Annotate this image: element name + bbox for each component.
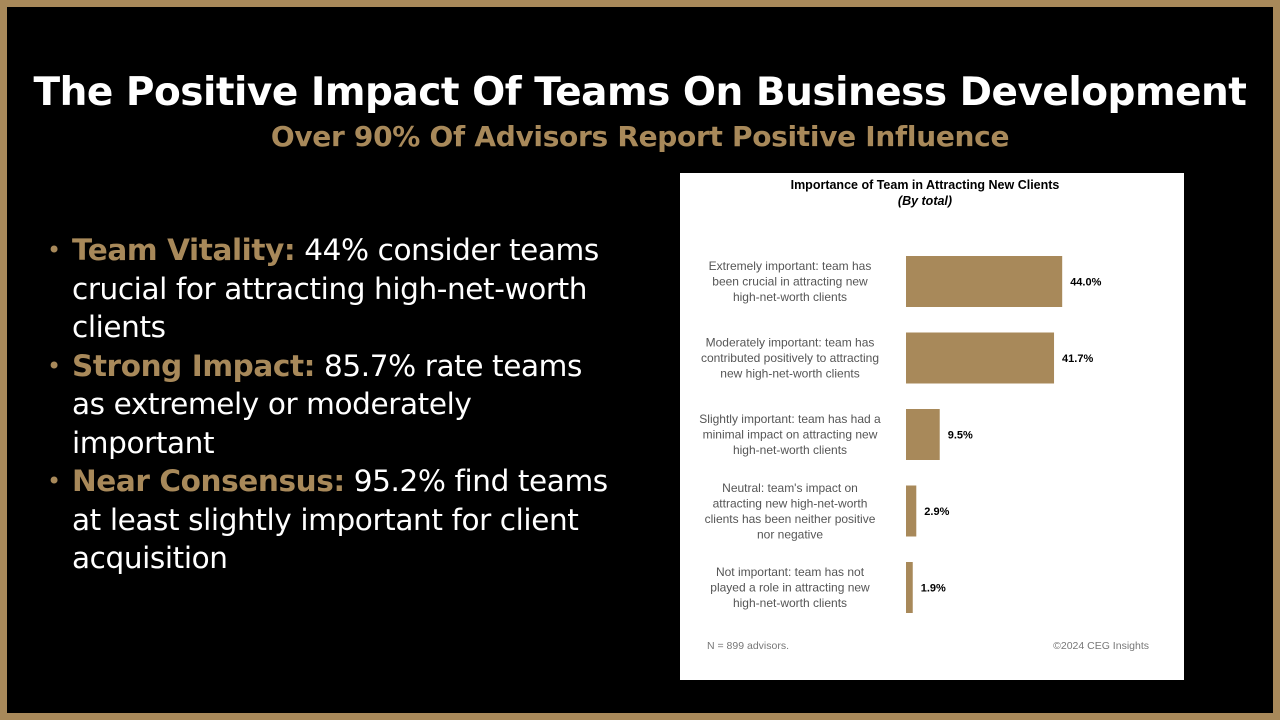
category-label-line: high-net-worth clients — [733, 443, 847, 457]
category-label: Not important: team has not played a role… — [710, 565, 870, 610]
category-label-line: been crucial in attracting new — [712, 275, 868, 289]
bar-value-label: 1.9% — [921, 583, 946, 595]
category-label-line: attracting new high-net-worth — [713, 496, 868, 510]
bar — [906, 256, 1063, 307]
category-label-line: Not important: team has not — [716, 565, 865, 579]
category-label-line: high-net-worth clients — [733, 596, 847, 610]
category-label-line: clients has been neither positive — [705, 512, 876, 526]
chart-sample-note: N = 899 advisors. — [707, 640, 790, 652]
chart-title: Importance of Team in Attracting New Cli… — [790, 178, 1060, 192]
category-label-line: Extremely important: team has — [709, 259, 872, 273]
bullet-dot-icon: • — [47, 351, 61, 380]
category-label-line: high-net-worth clients — [733, 290, 847, 304]
category-label: Slightly important: team has had a minima… — [699, 412, 881, 457]
bullet-list: • Team Vitality: 44% consider teams cruc… — [45, 231, 615, 578]
bullet-lead: Near Consensus: — [72, 464, 345, 498]
category-label-line: contributed positively to attracting — [701, 351, 879, 365]
category-label-line: minimal impact on attracting new — [703, 428, 878, 442]
bar-value-label: 41.7% — [1062, 353, 1093, 365]
category-label-line: played a role in attracting new — [710, 581, 870, 595]
bar-value-label: 44.0% — [1070, 277, 1101, 289]
chart-subtitle: (By total) — [897, 194, 953, 208]
bullet-item: • Strong Impact: 85.7% rate teams as ext… — [45, 347, 615, 463]
category-label-line: Slightly important: team has had a — [699, 412, 881, 426]
bullet-text: 85.7% rate teams as extremely or moderat… — [72, 348, 582, 460]
bullet-dot-icon: • — [47, 467, 61, 495]
bullet-text: 44% consider teams crucial for attractin… — [72, 233, 599, 344]
category-label-line: Neutral: team's impact on — [722, 481, 858, 495]
chart-copyright: ©2024 CEG Insights — [1053, 640, 1149, 652]
category-label-line: nor negative — [757, 527, 823, 541]
category-label: Moderately important: team has contribute… — [701, 336, 879, 381]
bar-value-label: 2.9% — [924, 506, 949, 518]
category-label: Extremely important: team has been crucia… — [709, 259, 872, 304]
bar — [906, 485, 917, 537]
bar-chart: 44.0% Extremely important: team has been c… — [699, 256, 1102, 613]
category-label-line: new high-net-worth clients — [720, 367, 859, 381]
bullet-text: 95.2% find teams at least slightly impor… — [72, 464, 608, 575]
bar — [906, 562, 913, 613]
category-label-line: Moderately important: team has — [706, 336, 875, 350]
bullet-lead: Team Vitality: — [72, 233, 296, 267]
bullet-item: • Near Consensus: 95.2% find teams at le… — [45, 462, 615, 578]
page-title: The Positive Impact Of Teams On Business… — [33, 70, 1247, 115]
bullet-lead: Strong Impact: — [72, 348, 316, 383]
bullet-item: • Team Vitality: 44% consider teams cruc… — [45, 231, 615, 347]
bar — [906, 332, 1055, 384]
category-label: Neutral: team's impact on attracting new … — [705, 481, 876, 542]
bar-value-label: 9.5% — [948, 430, 973, 442]
bar — [906, 409, 940, 460]
page-subtitle: Over 90% Of Advisors Report Positive Inf… — [270, 120, 1010, 153]
chart-panel: Importance of Team in Attracting New Cli… — [680, 173, 1184, 680]
bullet-dot-icon: • — [47, 236, 61, 264]
